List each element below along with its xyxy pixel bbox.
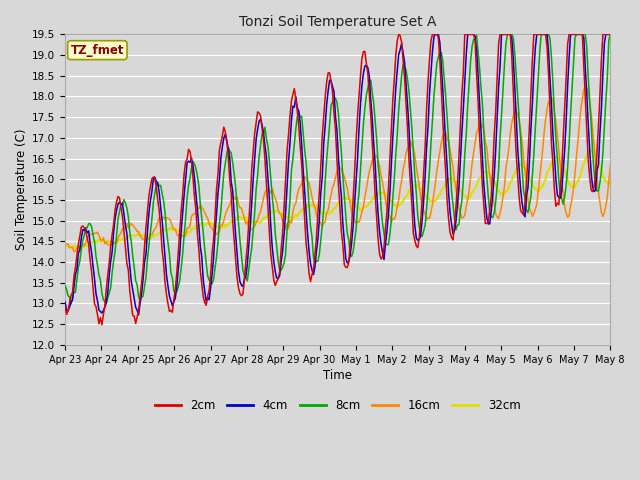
Title: Tonzi Soil Temperature Set A: Tonzi Soil Temperature Set A <box>239 15 436 29</box>
Legend: 2cm, 4cm, 8cm, 16cm, 32cm: 2cm, 4cm, 8cm, 16cm, 32cm <box>150 394 525 417</box>
X-axis label: Time: Time <box>323 369 352 382</box>
Text: TZ_fmet: TZ_fmet <box>70 44 124 57</box>
Y-axis label: Soil Temperature (C): Soil Temperature (C) <box>15 129 28 251</box>
